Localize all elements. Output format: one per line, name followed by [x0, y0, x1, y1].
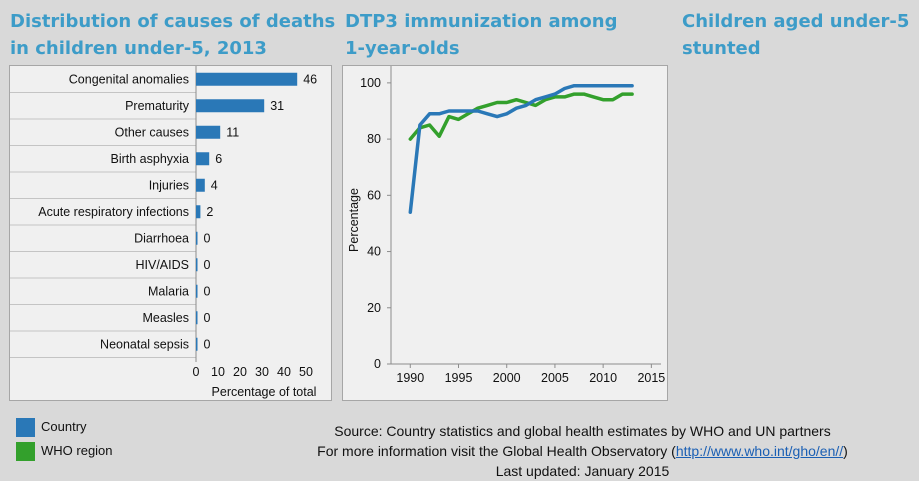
value-label-neonatal-sepsis: 0	[204, 337, 211, 351]
x-tick-label-2000: 2000	[493, 371, 521, 385]
causes-panel-title: Distribution of causes of deaths in chil…	[10, 8, 335, 62]
y-tick-label-80: 80	[367, 132, 381, 146]
gho-link[interactable]: http://www.who.int/gho/en//	[675, 443, 844, 459]
bar-birth-asphyxia	[196, 152, 210, 166]
legend-label-country: Country	[41, 419, 87, 434]
x-tick-label-10: 10	[211, 365, 225, 379]
y-tick-label-20: 20	[367, 301, 381, 315]
more-info-prefix: For more information visit the Global He…	[317, 443, 676, 459]
bar-congenital-anomalies	[196, 72, 298, 86]
bar-measles	[196, 311, 198, 325]
value-label-hiv-aids: 0	[204, 258, 211, 272]
category-label-injuries: Injuries	[149, 178, 189, 192]
category-label-neonatal-sepsis: Neonatal sepsis	[100, 337, 189, 351]
bar-acute-respiratory-infections	[196, 205, 201, 219]
x-tick-label-1990: 1990	[396, 371, 424, 385]
category-label-measles: Measles	[142, 311, 189, 325]
more-info-suffix: )	[843, 443, 848, 459]
x-tick-label-40: 40	[277, 365, 291, 379]
legend-swatch-who-region	[16, 442, 35, 461]
causes-chart-panel: Congenital anomalies 46 Prematurity 31 Other…	[9, 65, 332, 401]
category-label-birth-asphyxia: Birth asphyxia	[110, 152, 189, 166]
value-label-acute-respiratory-infections: 2	[206, 205, 213, 219]
y-tick-label-40: 40	[367, 245, 381, 259]
legend-label-who-region: WHO region	[41, 443, 113, 458]
dtp3-line-chart: 0 20 40 60 80 100 1990 1995 2000 2005 2010 2015 Perc…	[347, 66, 665, 385]
causes-title-line-1: Distribution of causes of deaths	[10, 11, 336, 32]
last-updated: Last updated: January 2015	[495, 463, 670, 479]
more-info-line: For more information visit the Global He…	[260, 441, 905, 461]
dtp3-title-line-1: DTP3 immunization among	[345, 11, 618, 32]
y-tick-label-60: 60	[367, 188, 381, 202]
dtp3-panel-title: DTP3 immunization among 1-year-olds	[345, 8, 618, 62]
bar-other-causes	[196, 125, 221, 139]
x-tick-label-2005: 2005	[541, 371, 569, 385]
x-tick-label-50: 50	[299, 365, 313, 379]
category-label-malaria: Malaria	[148, 284, 189, 298]
category-label-hiv-aids: HIV/AIDS	[136, 258, 190, 272]
value-label-malaria: 0	[204, 284, 211, 298]
value-label-other-causes: 11	[226, 125, 239, 139]
value-label-measles: 0	[204, 311, 211, 325]
series-line-who-region	[408, 92, 634, 141]
dtp3-chart-panel: 0 20 40 60 80 100 1990 1995 2000 2005 2010 2015 Perc…	[342, 65, 668, 401]
stunted-title-line-2: stunted	[682, 38, 761, 59]
stunted-panel-title: Children aged under-5 stunted	[682, 8, 909, 62]
bar-prematurity	[196, 99, 265, 113]
category-label-other-causes: Other causes	[115, 125, 189, 139]
value-label-diarrhoea: 0	[204, 231, 211, 245]
category-label-acute-respiratory-infections: Acute respiratory infections	[38, 205, 189, 219]
x-tick-label-2015: 2015	[637, 371, 665, 385]
category-label-congenital-anomalies: Congenital anomalies	[69, 72, 189, 86]
x-tick-label-20: 20	[233, 365, 247, 379]
x-tick-label-1995: 1995	[445, 371, 473, 385]
y-axis-label: Percentage	[347, 188, 361, 252]
value-label-injuries: 4	[211, 178, 218, 192]
category-label-diarrhoea: Diarrhoea	[134, 231, 189, 245]
value-label-birth-asphyxia: 6	[215, 152, 222, 166]
legend-swatch-country	[16, 418, 35, 437]
x-axis-label: Percentage of total	[212, 385, 317, 399]
bar-injuries	[196, 178, 205, 192]
value-label-prematurity: 31	[270, 99, 284, 113]
source-text: Source: Country statistics and global he…	[334, 423, 831, 439]
y-tick-label-100: 100	[360, 76, 381, 90]
x-tick-label-30: 30	[255, 365, 269, 379]
series-line-country	[408, 83, 634, 214]
bar-malaria	[196, 284, 198, 298]
stunted-title-line-1: Children aged under-5	[682, 11, 910, 32]
causes-title-line-2: in children under-5, 2013	[10, 38, 267, 59]
bar-diarrhoea	[196, 231, 198, 245]
x-tick-label-2010: 2010	[589, 371, 617, 385]
category-label-prematurity: Prematurity	[125, 99, 190, 113]
y-tick-label-0: 0	[374, 357, 381, 371]
value-label-congenital-anomalies: 46	[303, 72, 317, 86]
bar-neonatal-sepsis	[196, 337, 198, 351]
dtp3-title-line-2: 1-year-olds	[345, 38, 460, 59]
footer: Source: Country statistics and global he…	[260, 421, 905, 481]
x-tick-label-0: 0	[193, 365, 200, 379]
bar-hiv-aids	[196, 258, 198, 272]
